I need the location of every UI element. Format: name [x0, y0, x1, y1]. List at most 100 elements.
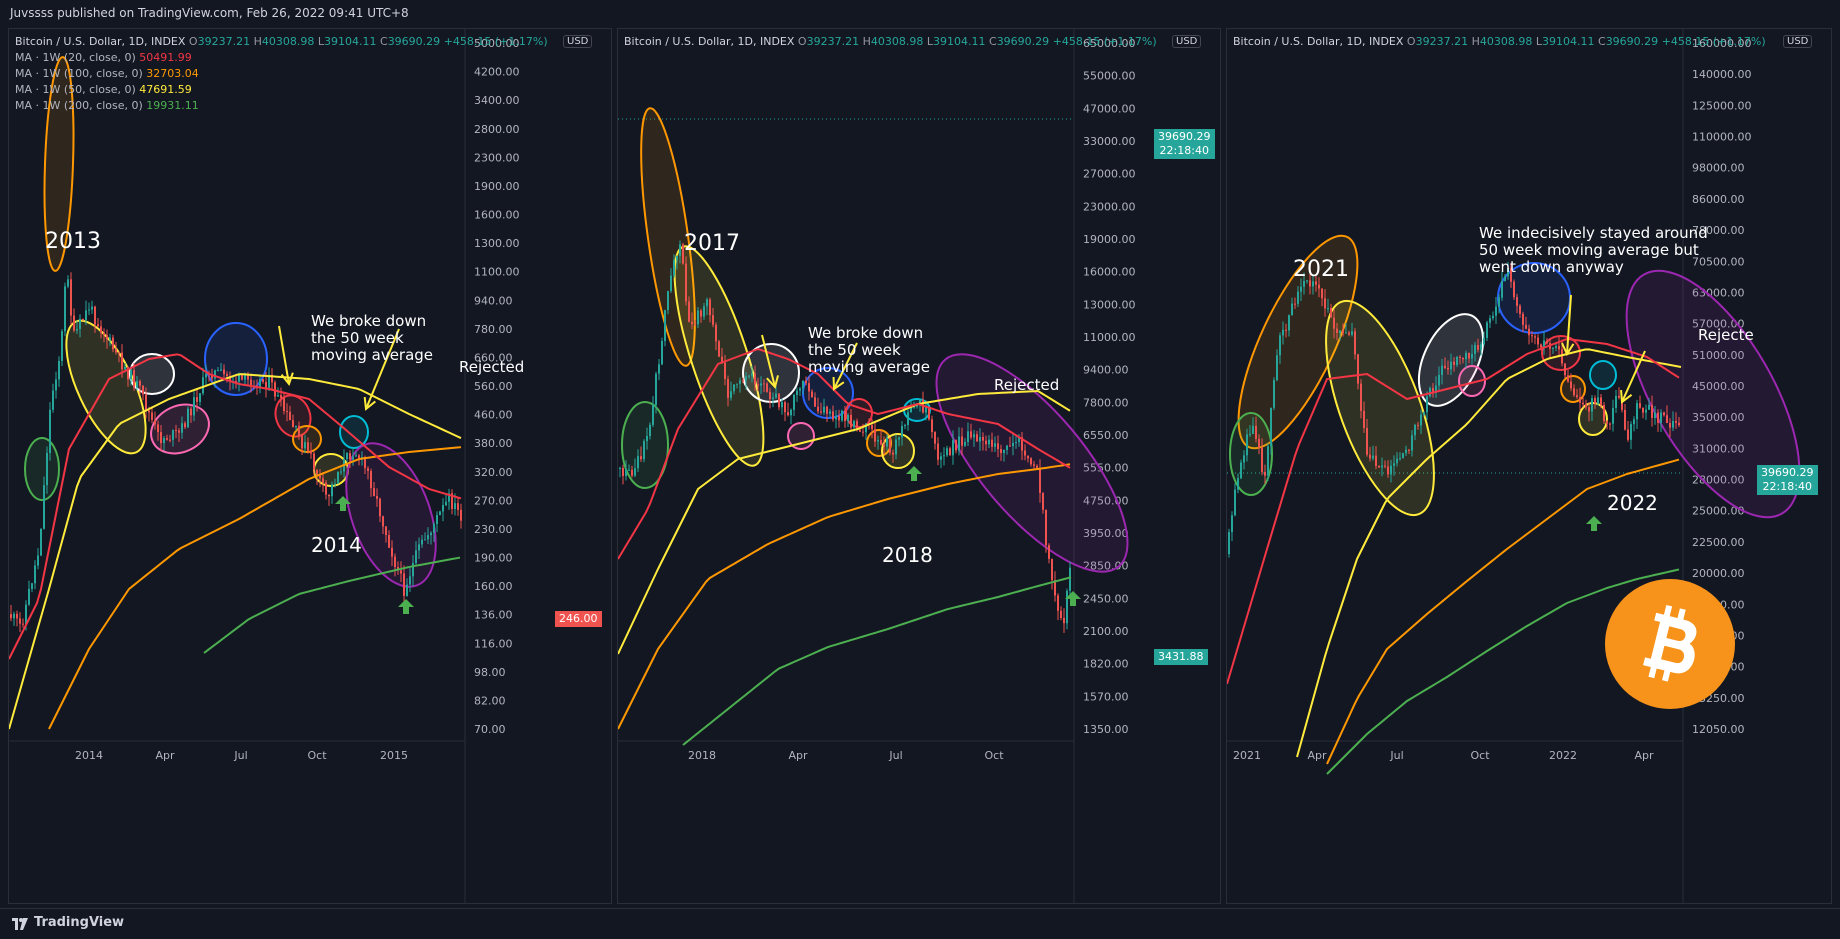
legend-ma20: MA · 1W (20, close, 0) [15, 51, 136, 64]
candle-body [1405, 449, 1407, 454]
annotation-rejected: Rejected [459, 358, 525, 376]
candle-body [1246, 434, 1248, 456]
candle-body [805, 380, 807, 384]
annotation-arrow-head [832, 376, 845, 391]
price-plot[interactable]: 160000.00 140000.00 125000.00 110000.00 9800… [1227, 29, 1832, 904]
price-axis-tick: 22500.00 [1692, 536, 1745, 549]
currency-label[interactable]: USD [563, 35, 593, 48]
price-axis-tick: 31000.00 [1692, 442, 1745, 455]
bitcoin-glyph-icon [1643, 604, 1697, 682]
candle-body [697, 310, 699, 325]
highlight-ellipse [345, 442, 437, 588]
candle-body [703, 306, 705, 317]
candle-body [901, 426, 903, 438]
time-axis-tick: Jul [233, 749, 247, 762]
candle-body [1279, 335, 1281, 356]
candle-body [1543, 340, 1545, 348]
currency-label[interactable]: USD [1172, 35, 1202, 48]
candle-body [775, 393, 777, 398]
candle-body [631, 469, 633, 476]
candle-body [955, 440, 957, 451]
candle-body [301, 435, 303, 449]
currency-label[interactable]: USD [1783, 35, 1813, 48]
candle-body [199, 393, 201, 402]
chart-panel-2013[interactable]: 5000.00 4200.00 3400.00 2800.00 2300.00 1900.… [8, 28, 612, 904]
candle-body [1318, 284, 1320, 289]
candle-body [202, 377, 204, 394]
candle-body [1666, 415, 1668, 424]
price-plot[interactable]: 5000.00 4200.00 3400.00 2800.00 2300.00 1900.… [9, 29, 612, 904]
candle-body [649, 424, 651, 436]
candle-body [427, 535, 429, 540]
candle-body [862, 431, 864, 433]
candle-body [1507, 267, 1509, 277]
highlight-ellipse [1325, 299, 1435, 517]
candle-body [1615, 395, 1617, 408]
candle-body [784, 402, 786, 413]
chart-panel-2021[interactable]: 160000.00 140000.00 125000.00 110000.00 9800… [1226, 28, 1832, 904]
candle-body [19, 618, 21, 624]
candle-body [1498, 297, 1500, 307]
candlestick-series [1228, 261, 1680, 558]
candle-body [313, 453, 315, 470]
candle-body [139, 381, 141, 386]
candle-body [1258, 438, 1260, 448]
candle-body [1372, 455, 1374, 459]
candle-body [1603, 405, 1605, 422]
price-axis-tick: 190.00 [474, 552, 513, 565]
price-axis-tick: 25000.00 [1692, 505, 1745, 518]
candle-body [415, 550, 417, 563]
candle-body [283, 398, 285, 412]
annotation-arrow [278, 325, 290, 385]
candle-body [259, 379, 261, 388]
price-plot[interactable]: 65000.00 55000.00 47000.00 33000.00 27000.00… [618, 29, 1221, 904]
candle-body [307, 442, 309, 451]
candle-body [1387, 466, 1389, 475]
candle-body [1624, 409, 1626, 430]
year-label: 2021 [1293, 257, 1349, 282]
candle-body [1267, 446, 1269, 476]
candle-body [115, 349, 117, 353]
candle-body [211, 374, 213, 379]
candle-body [1237, 478, 1239, 490]
candle-body [1537, 337, 1539, 345]
price-axis-tick: 1300.00 [474, 237, 520, 250]
candle-body [124, 366, 126, 370]
candle-body [190, 408, 192, 416]
year-label-secondary: 2022 [1607, 491, 1658, 515]
candle-body [766, 383, 768, 392]
candle-body [727, 379, 729, 398]
candle-body [424, 539, 426, 541]
candle-body [1474, 344, 1476, 354]
time-axis-tick: 2015 [380, 749, 408, 762]
candle-body [1264, 472, 1266, 476]
ma200-line [203, 556, 461, 654]
candle-body [457, 503, 459, 510]
candle-body [1501, 280, 1503, 298]
price-axis-tick: 320.00 [474, 466, 513, 479]
candle-body [1054, 580, 1056, 596]
candle-body [1444, 365, 1446, 368]
candle-body [22, 623, 24, 625]
candle-body [85, 310, 87, 321]
candle-body [166, 438, 168, 440]
candle-body [121, 352, 123, 370]
price-axis-tick: 940.00 [474, 294, 513, 307]
candle-body [106, 335, 108, 340]
price-axis-tick: 2450.00 [1083, 592, 1129, 605]
candle-body [790, 409, 792, 416]
chart-panel-2017[interactable]: 65000.00 55000.00 47000.00 33000.00 27000.00… [617, 28, 1221, 904]
candle-body [277, 395, 279, 397]
candle-body [289, 411, 291, 421]
price-axis-tick: 125000.00 [1692, 99, 1752, 112]
candle-body [1579, 397, 1581, 403]
highlight-ellipse [339, 415, 369, 449]
candle-body [943, 455, 945, 457]
price-axis-tick: 45000.00 [1692, 380, 1745, 393]
candle-body [637, 456, 639, 469]
price-axis-tick: 2100.00 [1083, 625, 1129, 638]
candle-body [136, 381, 138, 388]
candle-body [79, 318, 81, 329]
candle-body [28, 588, 30, 605]
year-label: 2017 [684, 231, 740, 256]
